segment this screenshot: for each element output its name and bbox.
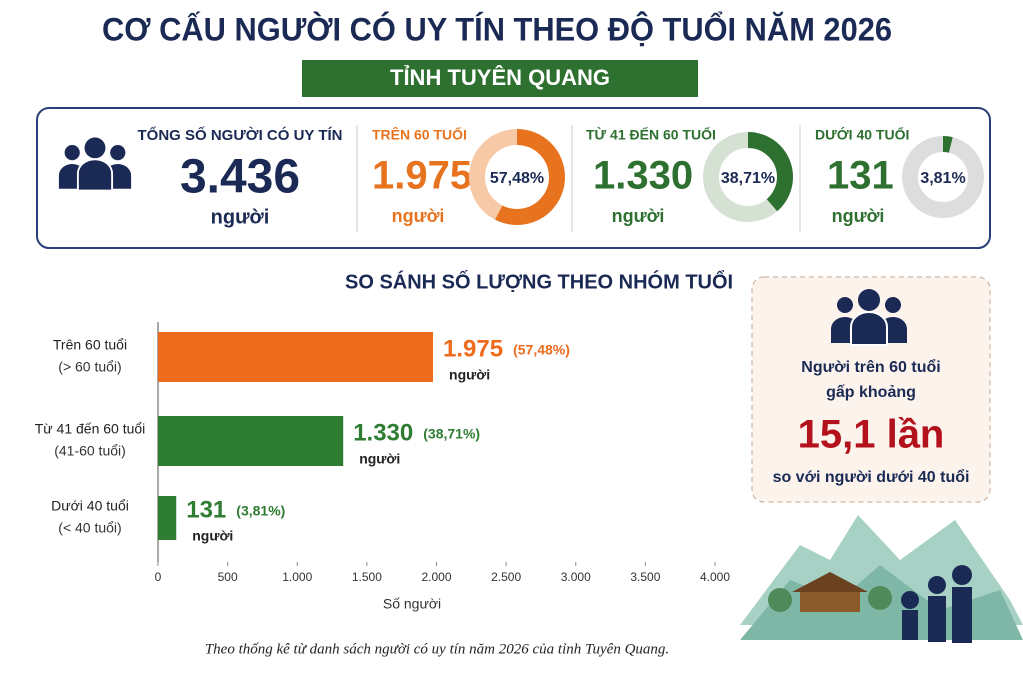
category-note: (> 60 tuổi): [58, 359, 121, 375]
title: CƠ CẤU NGƯỜI CÓ UY TÍN THEO ĐỘ TUỔI NĂM …: [102, 11, 892, 47]
subtitle-banner: [302, 60, 698, 97]
group-label: DƯỚI 40 TUỔI: [815, 126, 909, 143]
x-tick-label: 0: [155, 570, 162, 584]
category-label: Trên 60 tuổi: [53, 337, 127, 353]
category-label: Dưới 40 tuổi: [51, 498, 129, 514]
category-note: (41-60 tuổi): [54, 443, 126, 459]
category-note: (< 40 tuổi): [58, 520, 121, 536]
callout-text: so với người dưới 40 tuổi: [773, 468, 970, 486]
subtitle: TỈNH TUYÊN QUANG: [390, 65, 610, 90]
summary-unit: người: [211, 206, 270, 228]
percent-label: (57,48%): [513, 342, 570, 358]
chart-title: SO SÁNH SỐ LƯỢNG THEO NHÓM TUỔI: [345, 269, 733, 293]
x-tick-label: 2.500: [491, 570, 521, 584]
value-unit: người: [192, 528, 233, 544]
bar: [158, 332, 434, 382]
bar: [158, 416, 344, 466]
x-tick-label: 1.000: [282, 570, 312, 584]
x-tick-label: 4.000: [700, 570, 730, 584]
group-value: 1.975: [372, 154, 472, 198]
x-tick-label: 500: [218, 570, 238, 584]
callout-box: [751, 276, 991, 503]
donut-arc: [902, 136, 984, 218]
value-label: 1.330: [353, 419, 413, 446]
group-label: TRÊN 60 TUỔI: [372, 126, 467, 143]
x-tick-label: 1.500: [352, 570, 382, 584]
percent-label: (3,81%): [236, 503, 285, 519]
decoration: [740, 515, 1023, 643]
footnote: Theo thống kê từ danh sách người có uy t…: [205, 641, 669, 657]
donut-arc: [469, 129, 565, 225]
group-label: TỪ 41 ĐẾN 60 TUỔI: [586, 126, 716, 143]
bar: [158, 496, 177, 540]
value-label: 1.975: [443, 335, 503, 362]
x-tick-label: 2.000: [421, 570, 451, 584]
summary-value: 3.436: [180, 151, 300, 204]
value-unit: người: [449, 367, 490, 383]
summary-label: TỔNG SỐ NGƯỜI CÓ UY TÍN: [138, 126, 343, 144]
group-value: 1.330: [593, 154, 693, 198]
group-unit: người: [612, 206, 665, 226]
callout-text: Người trên 60 tuổi: [801, 358, 940, 376]
donut-label: 3,81%: [920, 170, 965, 187]
x-axis-label: Số người: [383, 596, 441, 612]
group-unit: người: [392, 206, 445, 226]
donut-label: 38,71%: [721, 170, 775, 187]
group-unit: người: [832, 206, 885, 226]
callout-ratio: 15,1 lần: [798, 413, 945, 457]
x-tick-label: 3.500: [630, 570, 660, 584]
percent-label: (38,71%): [423, 426, 480, 442]
group-value: 131: [827, 154, 894, 198]
donut-label: 57,48%: [490, 170, 544, 187]
value-label: 131: [186, 496, 226, 523]
category-label: Từ 41 đến 60 tuổi: [35, 421, 146, 437]
value-unit: người: [359, 451, 400, 467]
x-tick-label: 3.000: [561, 570, 591, 584]
callout-text: gấp khoảng: [826, 384, 916, 401]
donut-arc: [703, 132, 793, 222]
